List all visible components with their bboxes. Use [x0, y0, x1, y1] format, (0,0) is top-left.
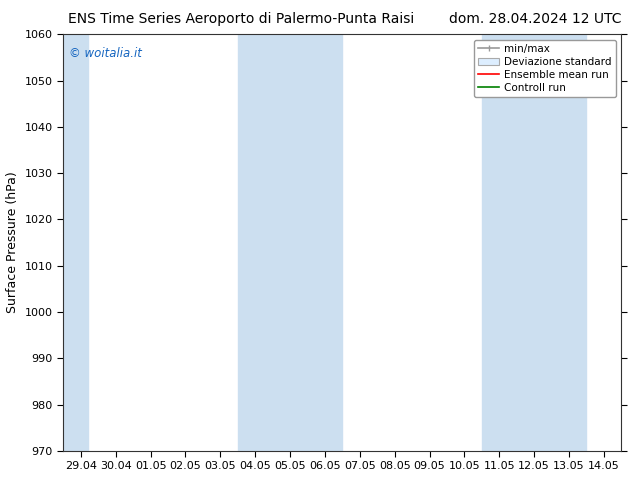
Y-axis label: Surface Pressure (hPa): Surface Pressure (hPa)	[6, 172, 19, 314]
Bar	[482, 34, 586, 451]
Bar	[63, 34, 87, 451]
Text: © woitalia.it: © woitalia.it	[69, 47, 142, 60]
Bar	[238, 34, 342, 451]
Legend: min/max, Deviazione standard, Ensemble mean run, Controll run: min/max, Deviazione standard, Ensemble m…	[474, 40, 616, 97]
Text: dom. 28.04.2024 12 UTC: dom. 28.04.2024 12 UTC	[449, 12, 621, 26]
Text: ENS Time Series Aeroporto di Palermo-Punta Raisi: ENS Time Series Aeroporto di Palermo-Pun…	[68, 12, 414, 26]
